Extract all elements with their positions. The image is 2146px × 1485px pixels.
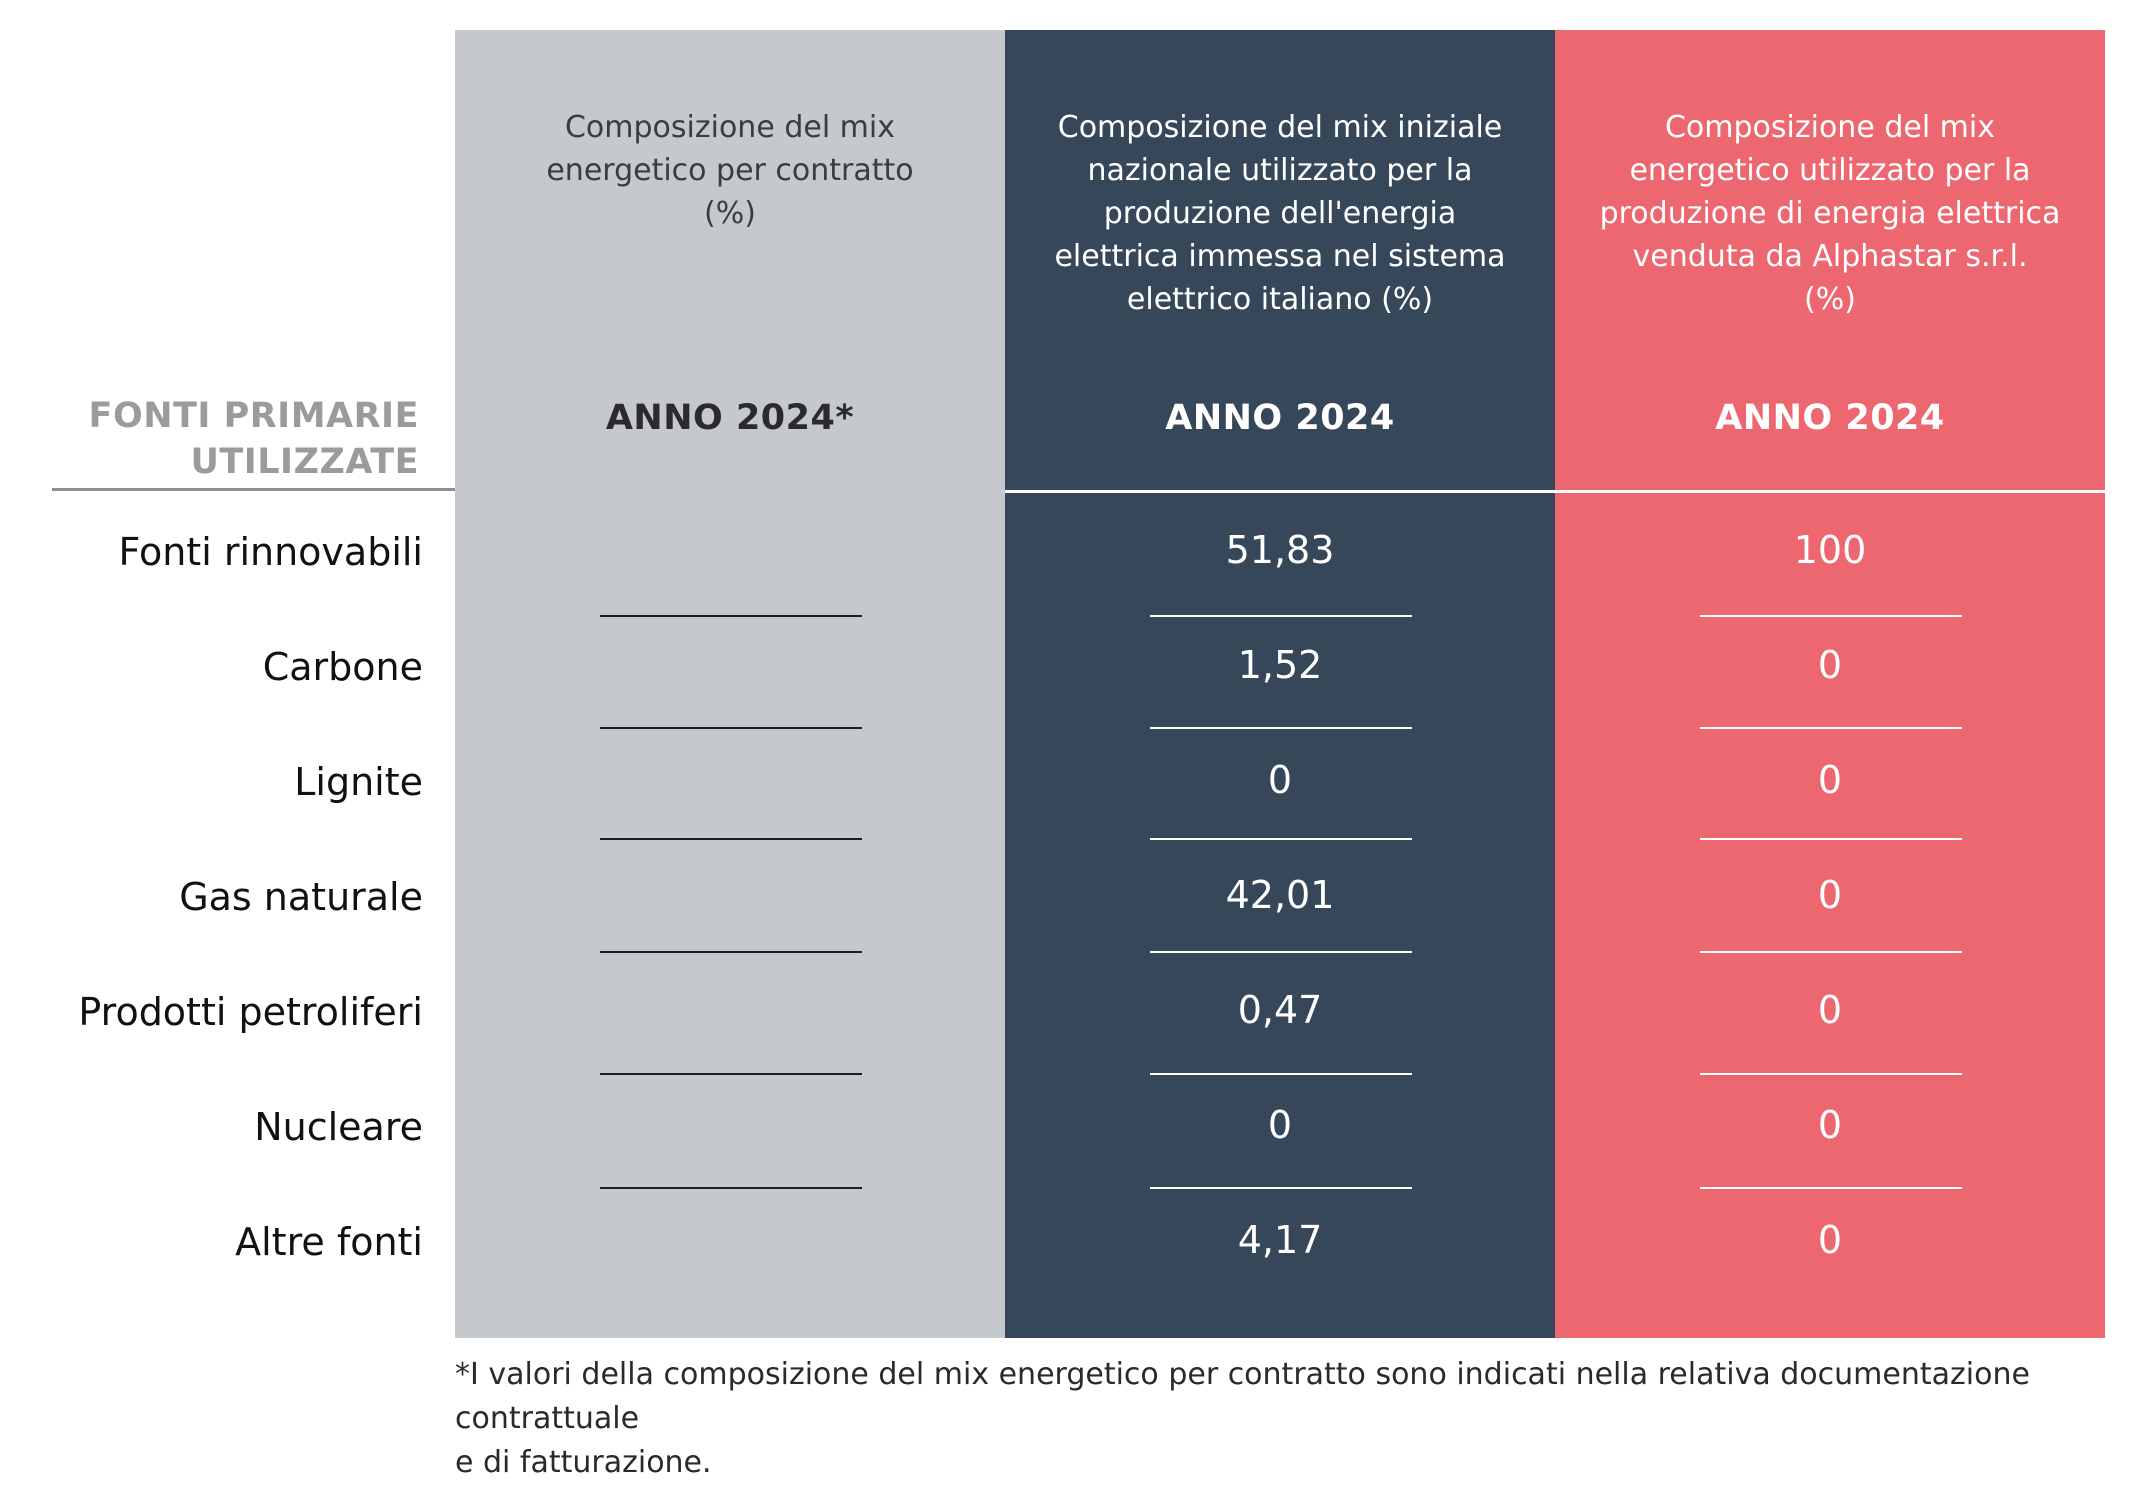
table-cell: 0 bbox=[1267, 1103, 1293, 1147]
table-cell: 0 bbox=[1817, 758, 1843, 802]
column-year: ANNO 2024 bbox=[1715, 398, 1945, 438]
column-title-line: produzione di energia elettrica bbox=[1599, 196, 2061, 231]
row-label: Fonti rinnovabili bbox=[118, 530, 423, 574]
row-label: Prodotti petroliferi bbox=[78, 990, 423, 1034]
table-cell: 4,17 bbox=[1237, 1218, 1323, 1262]
row-header-line-1: FONTI PRIMARIE bbox=[88, 396, 419, 436]
table-cell: 1,52 bbox=[1237, 643, 1323, 687]
table-cell: 51,83 bbox=[1225, 528, 1335, 572]
row-header-line-2: UTILIZZATE bbox=[190, 442, 419, 482]
row-separator bbox=[1700, 838, 1962, 840]
row-separator bbox=[600, 1187, 862, 1189]
row-separator bbox=[1700, 1187, 1962, 1189]
column-title-line: venduta da Alphastar s.r.l. bbox=[1632, 239, 2028, 274]
column-title-line: Composizione del mix bbox=[1664, 110, 1995, 145]
column-mix-alphastar: Composizione del mix energetico utilizza… bbox=[1555, 30, 2105, 1338]
column-title-line: (%) bbox=[1804, 282, 1856, 317]
row-separator bbox=[600, 615, 862, 617]
table-cell: 0 bbox=[1817, 643, 1843, 687]
row-label: Lignite bbox=[294, 760, 423, 804]
row-separator bbox=[1150, 1187, 1412, 1189]
row-label: Carbone bbox=[262, 645, 423, 689]
table-cell: 0,47 bbox=[1237, 988, 1323, 1032]
footnote-line: e di fatturazione. bbox=[455, 1445, 712, 1480]
table-cell: 0 bbox=[1267, 758, 1293, 802]
column-title-line: energetico per contratto bbox=[546, 153, 914, 188]
column-title: Composizione del mix energetico per cont… bbox=[485, 106, 975, 235]
column-mix-per-contratto: Composizione del mix energetico per cont… bbox=[455, 30, 1005, 1338]
footnote: *I valori della composizione del mix ene… bbox=[455, 1353, 2115, 1485]
table-cell: 100 bbox=[1793, 528, 1867, 572]
column-title-line: energetico utilizzato per la bbox=[1629, 153, 2031, 188]
column-title-line: Composizione del mix bbox=[564, 110, 895, 145]
row-separator bbox=[1150, 727, 1412, 729]
table-cell: 0 bbox=[1817, 1218, 1843, 1262]
header-divider bbox=[52, 488, 455, 491]
column-year: ANNO 2024 bbox=[1165, 398, 1395, 438]
header-divider bbox=[1555, 490, 2105, 493]
row-label: Altre fonti bbox=[235, 1220, 423, 1264]
column-title: Composizione del mix energetico utilizza… bbox=[1585, 106, 2075, 321]
column-title-line: Composizione del mix iniziale bbox=[1057, 110, 1503, 145]
row-separator bbox=[1700, 951, 1962, 953]
row-label: Nucleare bbox=[254, 1105, 423, 1149]
row-label: Gas naturale bbox=[179, 875, 423, 919]
column-title-line: elettrica immessa nel sistema bbox=[1054, 239, 1506, 274]
footnote-line: *I valori della composizione del mix ene… bbox=[455, 1357, 2030, 1436]
row-separator bbox=[600, 951, 862, 953]
row-separator bbox=[600, 838, 862, 840]
row-separator bbox=[1150, 1073, 1412, 1075]
column-title-line: produzione dell'energia bbox=[1103, 196, 1457, 231]
row-separator bbox=[1700, 1073, 1962, 1075]
column-title-line: nazionale utilizzato per la bbox=[1087, 153, 1473, 188]
table-cell: 0 bbox=[1817, 988, 1843, 1032]
row-separator bbox=[1150, 838, 1412, 840]
row-separator bbox=[600, 1073, 862, 1075]
row-separator bbox=[600, 727, 862, 729]
header-divider bbox=[1005, 490, 1555, 493]
column-title: Composizione del mix iniziale nazionale … bbox=[1035, 106, 1525, 321]
table-cell: 42,01 bbox=[1225, 873, 1335, 917]
column-year: ANNO 2024* bbox=[605, 398, 855, 438]
column-title-line: (%) bbox=[704, 196, 756, 231]
row-separator bbox=[1150, 951, 1412, 953]
table-cell: 0 bbox=[1817, 1103, 1843, 1147]
row-separator bbox=[1150, 615, 1412, 617]
table-cell: 0 bbox=[1817, 873, 1843, 917]
column-title-line: elettrico italiano (%) bbox=[1126, 282, 1434, 317]
row-separator bbox=[1700, 727, 1962, 729]
row-separator bbox=[1700, 615, 1962, 617]
row-header-title: FONTI PRIMARIE UTILIZZATE bbox=[89, 393, 419, 485]
column-mix-nazionale: Composizione del mix iniziale nazionale … bbox=[1005, 30, 1555, 1338]
